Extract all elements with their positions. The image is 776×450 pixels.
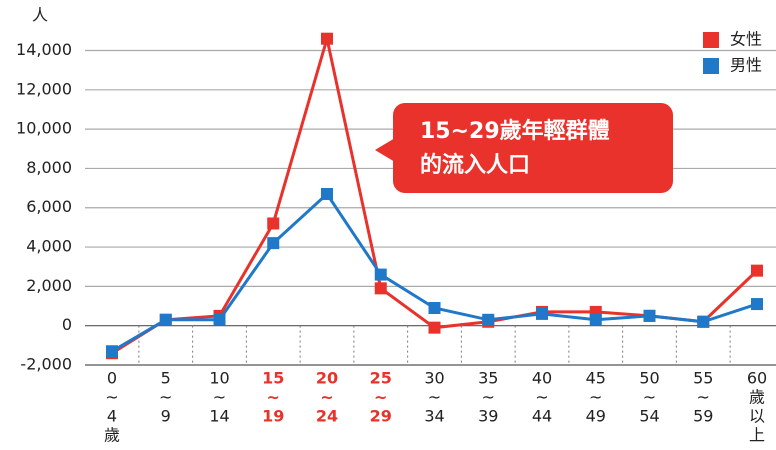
point — [751, 264, 763, 277]
point — [643, 309, 656, 322]
callout-text: 的流入人口 — [420, 152, 530, 178]
x-tick-label: ~ — [320, 388, 333, 407]
x-tick-label: 40 — [532, 369, 552, 388]
x-tick-label: 20 — [316, 369, 338, 388]
x-tick-label: 14 — [209, 407, 229, 426]
x-tick-label: ~ — [159, 388, 172, 407]
x-tick-label: 以 — [749, 407, 765, 426]
callout-pointer — [375, 138, 395, 162]
x-tick-label: ~ — [589, 388, 602, 407]
point — [374, 268, 387, 281]
point — [697, 315, 710, 328]
x-tick-label: ~ — [267, 388, 280, 407]
legend-swatch — [703, 58, 719, 74]
x-tick-label: 29 — [370, 407, 392, 426]
point — [267, 217, 280, 230]
callout-box — [393, 103, 673, 193]
point — [267, 237, 280, 250]
point — [428, 321, 441, 334]
point — [213, 313, 226, 326]
x-tick-label: 54 — [639, 407, 659, 426]
y-tick-label: 2,000 — [26, 276, 72, 295]
y-tick-label: 6,000 — [26, 197, 72, 216]
y-tick-label: 8,000 — [26, 158, 72, 177]
point — [321, 32, 333, 45]
y-tick-label: 12,000 — [16, 79, 72, 98]
point — [374, 282, 387, 295]
legend-swatch — [703, 32, 719, 48]
legend-label: 女性 — [730, 30, 762, 49]
point — [589, 313, 602, 326]
x-tick-label: 10 — [209, 369, 229, 388]
x-tick-label: 5 — [161, 369, 171, 388]
x-tick-label: 15 — [262, 369, 284, 388]
x-tick-label: 49 — [586, 407, 606, 426]
x-tick-label: 歲 — [104, 426, 120, 445]
point — [428, 301, 441, 314]
x-tick-label: 45 — [586, 369, 606, 388]
x-tick-label: 歲 — [749, 388, 765, 407]
x-tick-label: ~ — [697, 388, 710, 407]
x-tick-label: 上 — [749, 426, 765, 445]
x-tick-label: ~ — [482, 388, 495, 407]
y-tick-label: 4,000 — [26, 237, 72, 256]
x-tick-label: 35 — [478, 369, 498, 388]
x-tick-label: 44 — [532, 407, 552, 426]
point — [482, 313, 495, 326]
x-tick-label: 0 — [107, 369, 117, 388]
x-tick-label: ~ — [535, 388, 548, 407]
point — [159, 313, 172, 326]
x-tick-label: 19 — [262, 407, 284, 426]
point — [321, 187, 333, 200]
x-tick-label: 24 — [316, 407, 338, 426]
y-tick-label: 10,000 — [16, 119, 72, 138]
x-tick-label: 4 — [107, 407, 117, 426]
point — [536, 307, 548, 320]
x-tick-label: 55 — [693, 369, 713, 388]
x-tick-label: 25 — [370, 369, 392, 388]
x-tick-label: 50 — [639, 369, 659, 388]
legend-label: 男性 — [730, 56, 762, 75]
point — [751, 298, 763, 311]
x-tick-label: ~ — [643, 388, 656, 407]
x-tick-label: 60 — [747, 369, 767, 388]
x-tick-label: 34 — [424, 407, 444, 426]
y-unit: 人 — [32, 6, 48, 25]
x-tick-label: ~ — [105, 388, 118, 407]
x-tick-label: 30 — [424, 369, 444, 388]
x-tick-label: 9 — [161, 407, 171, 426]
y-tick-label: 14,000 — [16, 40, 72, 59]
y-tick-label: 0 — [62, 315, 72, 334]
x-tick-label: ~ — [213, 388, 226, 407]
x-tick-label: 59 — [693, 407, 713, 426]
x-tick-label: 39 — [478, 407, 498, 426]
callout-text: 15~29歲年輕群體 — [420, 118, 610, 144]
x-tick-label: ~ — [374, 388, 387, 407]
point — [106, 345, 118, 358]
y-tick-label: -2,000 — [20, 355, 72, 374]
x-tick-label: ~ — [428, 388, 441, 407]
